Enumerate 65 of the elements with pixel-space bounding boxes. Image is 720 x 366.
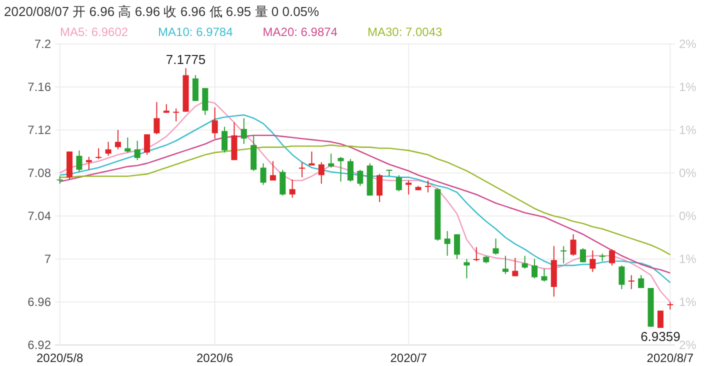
candlestick bbox=[202, 88, 208, 116]
candlestick bbox=[609, 248, 616, 266]
ytick: 7.04 bbox=[28, 209, 51, 223]
candlestick bbox=[347, 158, 354, 182]
candlestick bbox=[502, 255, 508, 275]
candlestick bbox=[532, 258, 538, 279]
ytick: 7.12 bbox=[28, 123, 51, 137]
candlestick bbox=[444, 230, 450, 256]
legend-item: MA20: 6.9874 bbox=[262, 25, 338, 39]
candlestick bbox=[560, 246, 567, 264]
candlestick bbox=[56, 176, 63, 184]
annotation: 7.1775 bbox=[166, 52, 206, 68]
candlestick bbox=[114, 130, 121, 150]
candlestick bbox=[406, 180, 412, 195]
legend-item: MA30: 7.0043 bbox=[367, 25, 442, 39]
candlestick bbox=[299, 162, 306, 178]
candlestick bbox=[473, 246, 480, 262]
candlestick bbox=[105, 141, 112, 156]
candlestick bbox=[570, 234, 576, 256]
candlestick bbox=[522, 255, 528, 270]
candlestick bbox=[454, 234, 460, 260]
candlestick bbox=[396, 174, 402, 192]
candlestick bbox=[76, 150, 82, 172]
candlestick bbox=[154, 102, 160, 135]
candlestick bbox=[260, 162, 266, 186]
candlestick bbox=[308, 151, 315, 166]
ytick: 7.16 bbox=[28, 80, 51, 94]
candlestick bbox=[134, 140, 140, 161]
candlestick bbox=[212, 106, 218, 140]
ytick: 6.96 bbox=[28, 295, 51, 309]
candlestick bbox=[86, 156, 92, 170]
candlestick bbox=[338, 156, 344, 182]
title: 2020/08/07 开 6.96 高 6.96 收 6.96 低 6.95 量 0 0.05% bbox=[4, 4, 320, 19]
candlestick bbox=[96, 148, 102, 160]
candlestick bbox=[357, 169, 364, 186]
candlestick bbox=[618, 264, 625, 290]
candlestick bbox=[424, 180, 431, 193]
candlestick bbox=[628, 274, 634, 290]
candlestick bbox=[173, 108, 180, 122]
candlestick bbox=[464, 258, 470, 279]
xtick: 2020/7 bbox=[390, 351, 427, 365]
candlestick bbox=[492, 238, 499, 256]
annotation: 6.9359 bbox=[640, 328, 680, 344]
ytick: 7.08 bbox=[28, 166, 51, 180]
candlestick bbox=[222, 126, 228, 154]
xtick: 2020/6 bbox=[196, 351, 234, 365]
candlestick bbox=[638, 274, 644, 289]
ytick: 7 bbox=[44, 252, 51, 266]
ytick: 7.2 bbox=[34, 37, 51, 51]
candlestick bbox=[512, 257, 518, 277]
candlestick bbox=[541, 268, 548, 282]
candlestick bbox=[270, 160, 276, 182]
candlestick bbox=[289, 178, 296, 198]
xtick: 2020/5/8 bbox=[36, 351, 84, 365]
candlestick bbox=[318, 162, 324, 184]
legend-item: MA10: 6.9784 bbox=[158, 25, 233, 39]
candlestick bbox=[124, 137, 131, 154]
legend-item: MA5: 6.9602 bbox=[60, 25, 128, 39]
ytick: 6.92 bbox=[28, 338, 51, 352]
candlestick bbox=[328, 153, 334, 168]
candlestick bbox=[280, 169, 286, 196]
candlestick bbox=[590, 250, 596, 272]
candlestick bbox=[376, 174, 383, 203]
xtick: 2020/8/7 bbox=[646, 351, 694, 365]
candlestick bbox=[240, 118, 247, 144]
